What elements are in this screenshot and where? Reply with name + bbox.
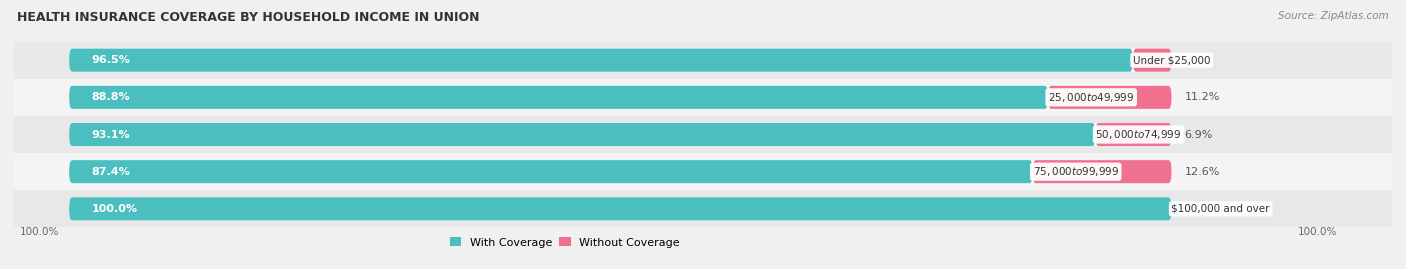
- Text: 6.9%: 6.9%: [1185, 129, 1213, 140]
- Text: 11.2%: 11.2%: [1185, 92, 1220, 102]
- FancyBboxPatch shape: [69, 123, 1095, 146]
- FancyBboxPatch shape: [69, 197, 1171, 220]
- Text: $50,000 to $74,999: $50,000 to $74,999: [1095, 128, 1181, 141]
- FancyBboxPatch shape: [1133, 49, 1171, 72]
- FancyBboxPatch shape: [69, 123, 1171, 146]
- FancyBboxPatch shape: [1095, 123, 1171, 146]
- Text: Source: ZipAtlas.com: Source: ZipAtlas.com: [1278, 11, 1389, 21]
- Bar: [14, 116, 1392, 153]
- FancyBboxPatch shape: [1047, 86, 1171, 109]
- Text: 100.0%: 100.0%: [20, 227, 59, 237]
- Text: 0.0%: 0.0%: [1185, 204, 1213, 214]
- Text: 3.5%: 3.5%: [1185, 55, 1213, 65]
- Text: 88.8%: 88.8%: [91, 92, 129, 102]
- Text: 100.0%: 100.0%: [91, 204, 138, 214]
- FancyBboxPatch shape: [69, 49, 1171, 72]
- Text: $100,000 and over: $100,000 and over: [1171, 204, 1270, 214]
- Text: 93.1%: 93.1%: [91, 129, 129, 140]
- Text: 12.6%: 12.6%: [1185, 167, 1220, 177]
- Text: 87.4%: 87.4%: [91, 167, 129, 177]
- FancyBboxPatch shape: [69, 86, 1171, 109]
- FancyBboxPatch shape: [69, 160, 1032, 183]
- FancyBboxPatch shape: [69, 49, 1133, 72]
- Bar: [14, 153, 1392, 190]
- Text: $75,000 to $99,999: $75,000 to $99,999: [1032, 165, 1119, 178]
- FancyBboxPatch shape: [69, 197, 1171, 220]
- Legend: With Coverage, Without Coverage: With Coverage, Without Coverage: [450, 237, 681, 247]
- Text: 100.0%: 100.0%: [1298, 227, 1337, 237]
- Bar: [14, 42, 1392, 79]
- Bar: [14, 190, 1392, 227]
- Bar: [14, 79, 1392, 116]
- FancyBboxPatch shape: [69, 86, 1047, 109]
- Text: HEALTH INSURANCE COVERAGE BY HOUSEHOLD INCOME IN UNION: HEALTH INSURANCE COVERAGE BY HOUSEHOLD I…: [17, 11, 479, 24]
- Text: 96.5%: 96.5%: [91, 55, 129, 65]
- Text: $25,000 to $49,999: $25,000 to $49,999: [1047, 91, 1135, 104]
- FancyBboxPatch shape: [69, 160, 1171, 183]
- FancyBboxPatch shape: [1032, 160, 1171, 183]
- Text: Under $25,000: Under $25,000: [1133, 55, 1211, 65]
